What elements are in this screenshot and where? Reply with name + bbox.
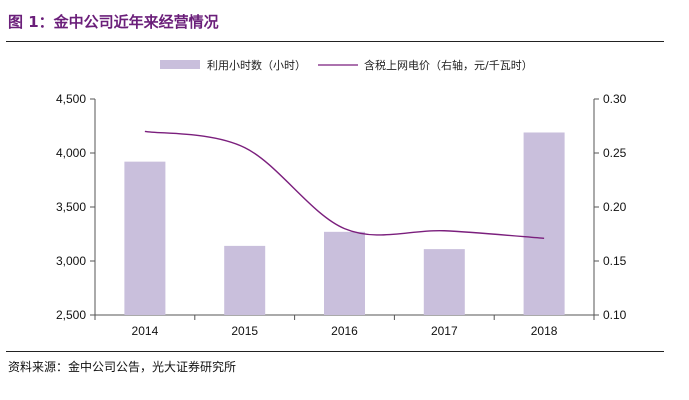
- x-tick-label: 2014: [132, 324, 159, 338]
- x-tick-label: 2018: [531, 324, 558, 338]
- legend-swatch-bar: [160, 60, 200, 69]
- legend: 利用小时数（小时） 含税上网电价（右轴，元/千瓦时）: [160, 58, 533, 72]
- y-left-tick-label: 3,000: [56, 254, 86, 268]
- figure-title: 图 1：金中公司近年来经营情况: [8, 13, 219, 31]
- y-right-tick-label: 0.15: [603, 254, 627, 268]
- top-rule: [6, 41, 664, 42]
- bar: [423, 249, 465, 315]
- legend-label-bar: 利用小时数（小时）: [207, 59, 306, 72]
- y-left-tick-label: 2,500: [56, 308, 86, 322]
- y-right-tick-label: 0.30: [603, 92, 627, 106]
- price-line: [144, 130, 545, 240]
- legend-label-line: 含税上网电价（右轴，元/千瓦时）: [364, 58, 533, 72]
- y-left-tick-label: 4,500: [56, 92, 86, 106]
- x-tick-label: 2016: [331, 324, 358, 338]
- y-right-tick-label: 0.10: [603, 308, 627, 322]
- source-note: 资料来源：金中公司公告，光大证券研究所: [8, 360, 237, 374]
- line-series: [144, 130, 545, 240]
- tick-labels: 2,500 3,000 3,500 4,000 4,500 0.10 0.15 0.20 0.2…: [56, 92, 627, 338]
- x-tick-label: 2017: [431, 324, 458, 338]
- y-left-tick-label: 4,000: [56, 146, 86, 160]
- bar: [523, 132, 565, 315]
- bar-series: [124, 132, 565, 315]
- y-right-tick-label: 0.20: [603, 200, 627, 214]
- x-tick-label: 2015: [231, 324, 258, 338]
- y-left-tick-label: 3,500: [56, 200, 86, 214]
- bar: [124, 161, 166, 315]
- y-right-tick-label: 0.25: [603, 146, 627, 160]
- bottom-rule: [6, 351, 664, 352]
- bar: [324, 231, 365, 315]
- bar: [224, 245, 266, 315]
